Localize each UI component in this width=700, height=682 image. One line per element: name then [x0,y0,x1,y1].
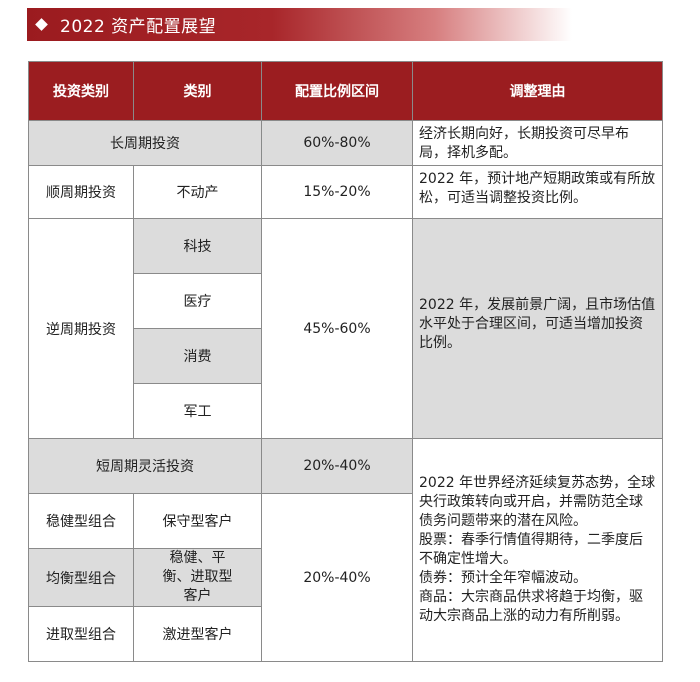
short-term-reason-bonds: 债券：预计全年窄幅波动。 [419,570,587,586]
counter-cyclical-sub-military: 军工 [133,383,262,439]
short-term-reason-outlook: 2022 年世界经济延续复苏态势，全球央行政策转向或开启，并需防范全球债务问题带… [419,475,656,529]
asset-allocation-table: 投资类别 类别 配置比例区间 调整理由 长周期投资 60%-80% 经济长期向好… [28,61,663,662]
counter-cyclical-sub-consumer: 消费 [133,328,262,384]
pro-cyclical-sub: 不动产 [133,165,262,219]
portfolio-client: 保守型客户 [133,493,262,549]
pro-cyclical-category: 顺周期投资 [28,165,134,219]
diamond-icon [35,18,48,31]
portfolio-ratio: 20%-40% [261,493,413,662]
portfolio-type: 稳健型组合 [28,493,134,549]
counter-cyclical-reason: 2022 年，发展前景广阔，且市场估值水平处于合理区间，可适当增加投资比例。 [412,218,663,439]
counter-cyclical-ratio: 45%-60% [261,218,413,439]
table-row: 顺周期投资 不动产 15%-20% 2022 年，预计地产短期政策或有所放松，可… [28,165,663,219]
long-term-category: 长周期投资 [28,120,262,166]
header-row: 投资类别 类别 配置比例区间 调整理由 [28,61,663,121]
long-term-reason: 经济长期向好，长期投资可尽早布局，择机多配。 [412,120,663,166]
counter-cyclical-sub-tech: 科技 [133,218,262,274]
table-row: 军工 [29,383,663,439]
table-row: 消费 [29,328,663,384]
header-reason: 调整理由 [412,61,663,121]
header-investment-category: 投资类别 [28,61,134,121]
portfolio-type: 进取型组合 [28,606,134,662]
short-term-ratio: 20%-40% [261,438,413,494]
long-term-ratio: 60%-80% [261,120,413,166]
section-title: 2022 资产配置展望 [60,17,217,37]
table-row: 稳健型组合 保守型客户 20%-40% [28,493,663,662]
section-banner: 2022 资产配置展望 [27,8,572,41]
pro-cyclical-reason: 2022 年，预计地产短期政策或有所放松，可适当调整投资比例。 [412,165,663,219]
table-row: 均衡型组合 稳健、平衡、进取型客户 [28,548,663,607]
counter-cyclical-sub-medical: 医疗 [133,273,262,329]
table-row: 医疗 [29,273,663,329]
counter-cyclical-category: 逆周期投资 [28,218,134,439]
table-row: 进取型组合 激进型客户 [28,606,663,662]
portfolio-type: 均衡型组合 [28,548,134,607]
table-row: 长周期投资 60%-80% 经济长期向好，长期投资可尽早布局，择机多配。 [28,120,663,166]
table-row: 短周期灵活投资 20%-40% 2022 年世界经济延续复苏态势，全球央行政策转… [28,438,663,662]
header-category: 类别 [133,61,262,121]
short-term-reason-commodities: 商品：大宗商品供求将趋于均衡，驱动大宗商品上涨的动力有所削弱。 [419,589,643,624]
portfolio-client: 激进型客户 [133,606,262,662]
portfolio-client: 稳健、平衡、进取型客户 [133,548,262,607]
short-term-category: 短周期灵活投资 [28,438,262,494]
header-allocation-ratio: 配置比例区间 [261,61,413,121]
short-term-reason-stocks: 股票：春季行情值得期待，二季度后不确定性增大。 [419,532,643,567]
short-term-reason: 2022 年世界经济延续复苏态势，全球央行政策转向或开启，并需防范全球债务问题带… [412,438,663,662]
pro-cyclical-ratio: 15%-20% [261,165,413,219]
table-row: 逆周期投资 科技 45%-60% 2022 年，发展前景广阔，且市场估值水平处于… [28,218,663,439]
